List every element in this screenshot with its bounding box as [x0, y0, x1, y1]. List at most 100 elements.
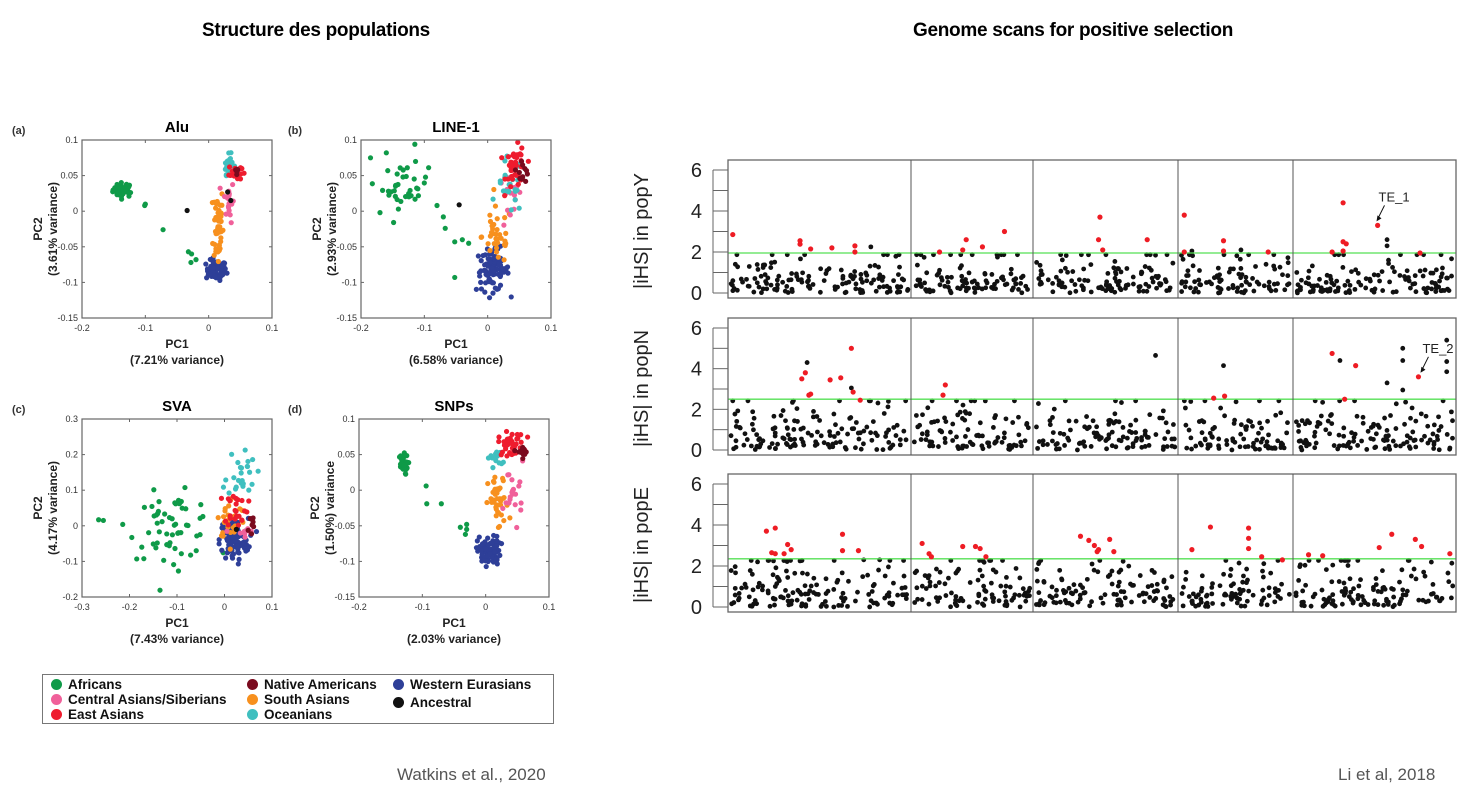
ihs-point: [877, 284, 882, 290]
pca-point: [218, 495, 225, 501]
ihs-point: [1116, 419, 1122, 425]
ihs-point: [840, 281, 845, 287]
ihs-point: [864, 424, 870, 430]
pca-point: [223, 555, 229, 561]
ihs-point: [1002, 589, 1008, 595]
ihs-point: [780, 435, 786, 441]
pca-point: [502, 172, 508, 178]
ihs-point: [736, 597, 741, 603]
y-tick-label: 0.1: [344, 135, 357, 145]
ihs-point: [736, 591, 742, 596]
ihs-point: [1179, 289, 1185, 294]
ihs-point: [848, 415, 854, 420]
pca-point: [210, 240, 216, 247]
ihs-point: [1242, 603, 1248, 609]
ihs-point: [1397, 579, 1402, 585]
ihs-point: [772, 286, 777, 292]
ihs-point: [861, 428, 867, 434]
ihs-point: [1306, 268, 1312, 274]
ihs-point: [1431, 441, 1437, 447]
pca-point: [525, 434, 531, 440]
pca-point: [502, 242, 508, 249]
ihs-point: [1236, 560, 1242, 566]
ihs-point: [817, 418, 822, 423]
ihs-point: [1378, 589, 1384, 595]
ihs-point: [1116, 579, 1122, 585]
pca-point: [434, 202, 440, 209]
ihs-point: [1013, 281, 1019, 287]
ihs-point: [1130, 441, 1136, 447]
ihs-point: [1327, 431, 1332, 437]
ihs-point: [818, 266, 824, 272]
pca-point: [509, 431, 515, 437]
pca-point: [218, 235, 224, 241]
pca-point: [407, 187, 413, 194]
ihs-point: [1426, 598, 1431, 604]
ihs-point: [934, 566, 939, 572]
ihs-point: [1293, 590, 1299, 596]
ihs-point: [945, 279, 951, 285]
ihs-point: [791, 427, 797, 432]
ihs-outlier-point: [799, 376, 805, 382]
pca-point: [216, 541, 222, 547]
ihs-point: [880, 447, 886, 453]
ihs-point: [1196, 277, 1202, 283]
y-tick-label: -0.05: [57, 242, 78, 252]
ihs-point: [942, 436, 948, 441]
ihs-point: [1433, 285, 1439, 291]
pca-point: [452, 239, 458, 245]
pca-point: [501, 257, 507, 263]
ihs-point: [1384, 428, 1390, 433]
ihs-point: [1013, 566, 1019, 571]
pca-point: [438, 501, 444, 507]
pca-point: [459, 237, 465, 243]
pca-point: [392, 193, 398, 199]
ihs-point: [1087, 603, 1093, 609]
ihs-point: [1137, 284, 1142, 290]
pca-point: [402, 471, 409, 477]
ihs-point: [1312, 429, 1318, 435]
ihs-point: [1217, 583, 1223, 589]
ihs-point: [939, 277, 945, 283]
ihs-point: [1024, 422, 1030, 427]
ihs-point: [1300, 588, 1306, 594]
ihs-outlier-point: [1245, 525, 1252, 531]
ihs-point: [1321, 596, 1327, 602]
ihs-point: [1230, 285, 1236, 291]
ihs-point: [755, 559, 760, 565]
ihs-point: [1296, 429, 1301, 434]
ihs-point: [1230, 438, 1236, 444]
ihs-point: [1148, 267, 1154, 273]
ihs-point: [1266, 593, 1272, 598]
ihs-outlier-point: [848, 345, 854, 351]
ihs-point: [1408, 285, 1413, 291]
ihs-point: [1034, 602, 1039, 607]
ihs-point: [867, 604, 873, 610]
ihs-point: [1037, 262, 1043, 268]
pca-point: [518, 500, 524, 506]
ihs-point: [1036, 276, 1042, 281]
legend-label: East Asians: [68, 707, 145, 722]
ihs-point: [751, 601, 756, 607]
ihs-point: [750, 587, 756, 593]
y-tick-label: 0.3: [65, 414, 78, 424]
ihs-point: [1040, 438, 1046, 444]
ihs-point: [845, 603, 850, 609]
ihs-point: [950, 421, 956, 427]
ihs-point: [1341, 433, 1347, 439]
pca-point: [512, 448, 518, 454]
pca-point: [169, 532, 176, 538]
ihs-point: [962, 409, 968, 415]
ihs-point: [1422, 573, 1428, 579]
ihs-point: [1314, 424, 1320, 429]
ihs-point: [1020, 586, 1026, 592]
pca-point: [491, 532, 497, 539]
ihs-point: [965, 427, 971, 432]
y-tick-label: 0: [691, 283, 702, 305]
plot-frame: [727, 473, 1457, 613]
ihs-point: [1352, 431, 1358, 437]
y-tick-label: 0.05: [337, 450, 355, 460]
ihs-point: [1450, 435, 1455, 441]
panel-label: (d): [288, 404, 302, 416]
